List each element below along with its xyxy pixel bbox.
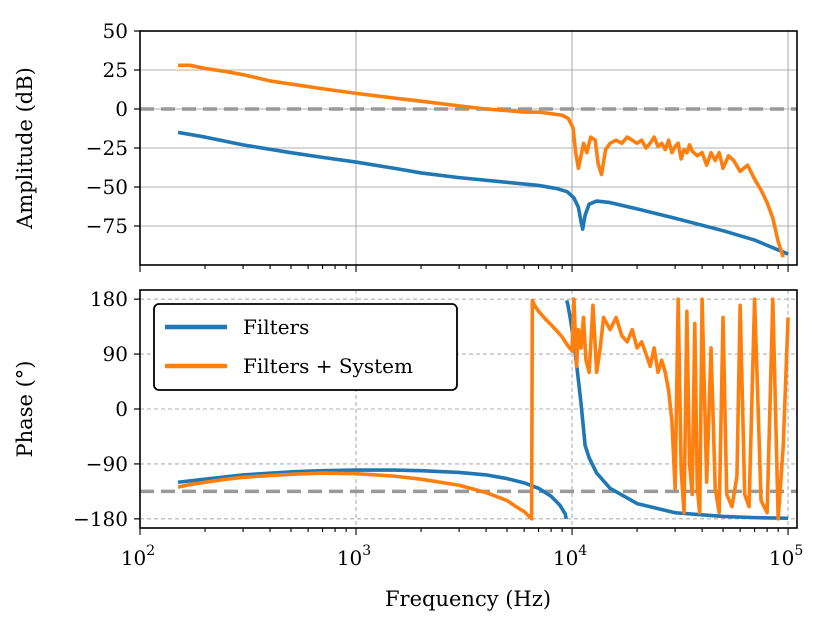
- amp-series-filters: [177, 130, 789, 256]
- amplitude-grid: [140, 30, 797, 265]
- frequency-xtick-label: 105: [769, 543, 803, 570]
- phase-series-filters-system: [177, 297, 790, 521]
- amp-ytick-label: 50: [103, 19, 128, 43]
- phase-ytick-label: −180: [73, 507, 128, 531]
- phase-axis-ticks: 180 90 0 −90 −180 102 103 104 105: [73, 287, 803, 570]
- phase-ytick-label: 90: [103, 342, 128, 366]
- amplitude-axis-label: Amplitude (dB): [13, 67, 37, 230]
- frequency-xtick-label: 102: [121, 543, 155, 570]
- phase-axis-label: Phase (°): [13, 361, 37, 458]
- phase-ytick-label: 180: [90, 287, 128, 311]
- amplitude-panel: 50 25 0 −25 −50 −75 Amplitude (dB): [13, 19, 798, 272]
- phase-series-group: [177, 297, 790, 521]
- legend-label-filters-system: Filters + System: [243, 354, 413, 378]
- phase-ytick-label: −90: [86, 452, 128, 476]
- amp-ytick-label: −50: [86, 175, 128, 199]
- frequency-axis-label: Frequency (Hz): [385, 587, 551, 611]
- frequency-xtick-label: 104: [553, 543, 587, 570]
- amplitude-axis-ticks: 50 25 0 −25 −50 −75: [86, 19, 789, 272]
- amp-series-filters-system: [178, 63, 785, 258]
- amp-ytick-label: −25: [86, 136, 128, 160]
- amplitude-series-group: [177, 63, 789, 258]
- legend-label-filters: Filters: [243, 315, 309, 339]
- amp-ytick-label: −75: [86, 214, 128, 238]
- legend: Filters Filters + System: [153, 303, 458, 391]
- phase-panel: 180 90 0 −90 −180 102 103 104 105 Phase (°) Freq…: [13, 287, 803, 611]
- legend-box: [153, 303, 458, 391]
- phase-ytick-label: 0: [115, 397, 128, 421]
- amp-ytick-label: 25: [103, 58, 128, 82]
- amp-ytick-label: 0: [115, 97, 128, 121]
- frequency-xtick-label: 103: [337, 543, 371, 570]
